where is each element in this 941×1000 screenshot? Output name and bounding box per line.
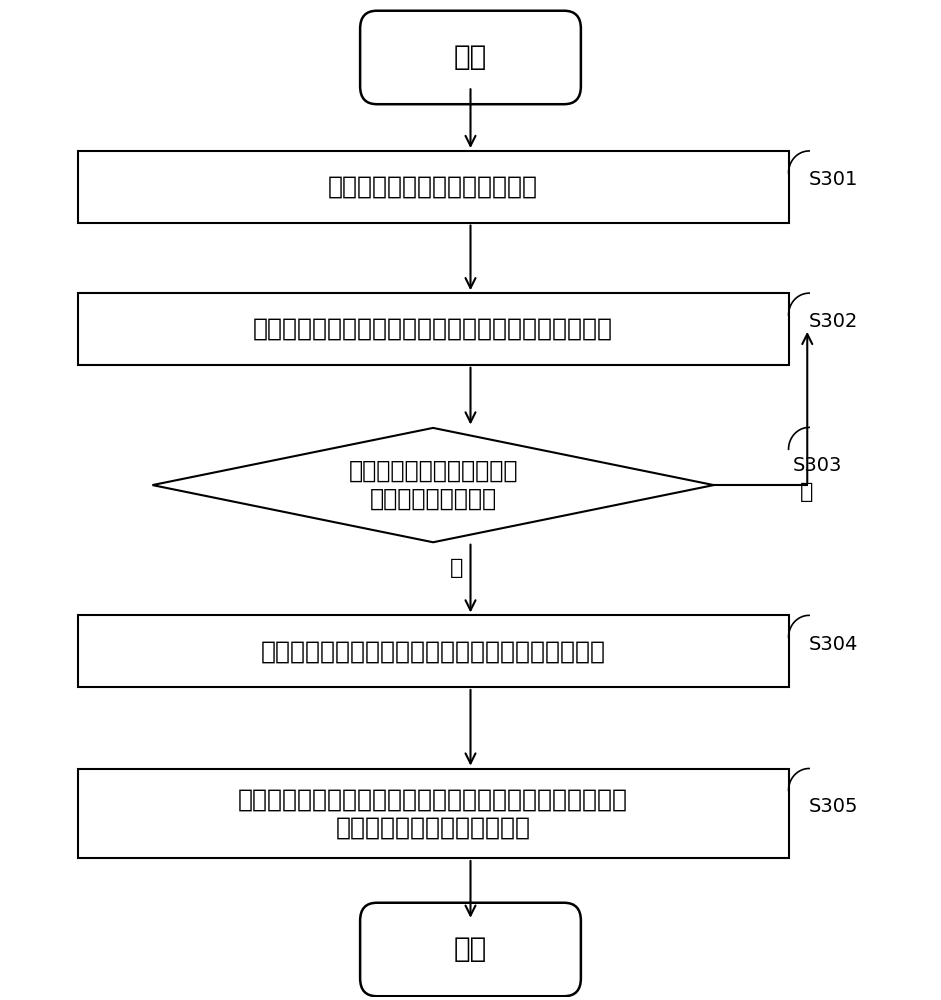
Text: 所接收的所述承运请求信息
是否满足预设标准？: 所接收的所述承运请求信息 是否满足预设标准？ bbox=[348, 459, 518, 511]
Polygon shape bbox=[152, 428, 713, 542]
Text: 接收所述承运终端基于所述托运单发送的承运请求信息: 接收所述承运终端基于所述托运单发送的承运请求信息 bbox=[253, 317, 614, 341]
Text: S303: S303 bbox=[793, 456, 842, 475]
Text: 开始: 开始 bbox=[454, 43, 487, 71]
Bar bbox=[77, 293, 789, 365]
Bar bbox=[77, 615, 789, 687]
Text: 否: 否 bbox=[800, 482, 813, 502]
FancyBboxPatch shape bbox=[360, 903, 581, 996]
Text: S305: S305 bbox=[809, 797, 858, 816]
Text: S302: S302 bbox=[809, 312, 858, 331]
Text: 结束: 结束 bbox=[454, 935, 487, 963]
FancyBboxPatch shape bbox=[360, 11, 581, 104]
Text: S301: S301 bbox=[809, 170, 858, 189]
Text: 根据所述托运订单单和所述承运请求信息生成调度单: 根据所述托运订单单和所述承运请求信息生成调度单 bbox=[261, 639, 606, 663]
Text: 是: 是 bbox=[450, 558, 463, 578]
Text: S304: S304 bbox=[809, 635, 858, 654]
Text: 将所述托运订单发送至承运终端: 将所述托运订单发送至承运终端 bbox=[328, 175, 538, 199]
Bar bbox=[77, 151, 789, 223]
Bar bbox=[77, 768, 789, 858]
Text: 将所述调度单发送至所述承运终端，以使承运人员完成所述
调度单对应的货物的承运任务: 将所述调度单发送至所述承运终端，以使承运人员完成所述 调度单对应的货物的承运任务 bbox=[238, 787, 628, 839]
